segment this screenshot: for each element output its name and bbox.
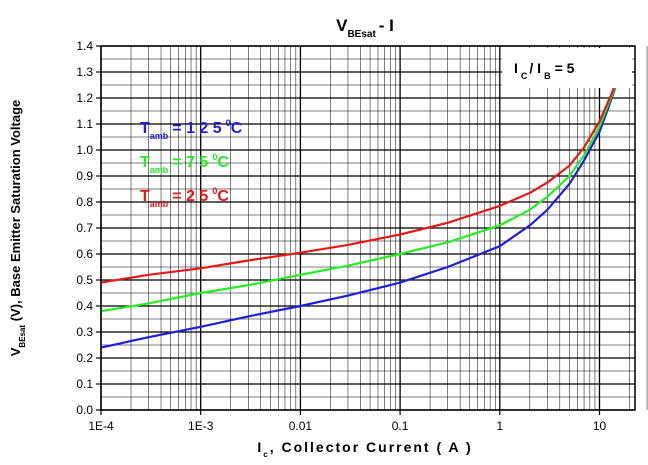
axis-ticks [96,45,601,415]
x-tick-label: 0.1 [392,419,409,433]
y-tick-label: 1.0 [76,143,93,157]
series-line-1 [100,81,619,313]
series-line-0 [100,82,619,349]
y-tick-label: 0.6 [76,247,93,261]
y-tick-label: 0.1 [76,377,93,391]
x-tick-label: 1E-4 [88,419,114,433]
x-tick-labels: 1E-4 1E-3 0.01 0.1 1 10 [88,419,606,433]
y-tick-label: 0.0 [76,403,93,417]
x-tick-label: 0.01 [289,419,313,433]
y-axis-label: VBEsat (V), Base Emitter Saturation Volt… [8,100,27,357]
ratio-annotation-box [502,48,632,88]
y-tick-label: 0.8 [76,195,93,209]
chart-title: VBEsat - I [336,16,394,40]
series-line-2 [100,79,619,284]
y-tick-label: 0.7 [76,221,93,235]
y-tick-labels: 0.0 0.1 0.2 0.3 0.4 0.5 0.6 0.7 0.8 0.9 1.0 1.1 1.2 1… [76,39,93,417]
y-tick-label: 0.5 [76,273,93,287]
y-tick-label: 0.9 [76,169,93,183]
y-tick-label: 0.2 [76,351,93,365]
y-tick-label: 0.4 [76,299,93,313]
x-axis-label: Ic, Collector Current ( A ) [257,439,472,459]
legend-entry-25c: Tamb = 2 5 0C [140,186,229,209]
x-tick-label: 1 [496,419,503,433]
legend: Tamb = 1 2 5 0C Tamb = 7 5 0C Tamb = 2 5 0C [140,118,243,209]
y-tick-label: 1.3 [76,65,93,79]
y-tick-label: 1.2 [76,91,93,105]
grid-lines [100,45,648,411]
series-lines [100,79,619,349]
y-tick-label: 1.4 [76,39,93,53]
y-tick-label: 1.1 [76,117,93,131]
legend-entry-75c: Tamb = 7 5 0C [140,152,229,175]
x-tick-label: 1E-3 [188,419,214,433]
ratio-annotation: I C / I B = 5 [514,60,575,81]
x-tick-label: 10 [593,419,607,433]
y-tick-label: 0.3 [76,325,93,339]
legend-entry-125c: Tamb = 1 2 5 0C [140,118,243,141]
